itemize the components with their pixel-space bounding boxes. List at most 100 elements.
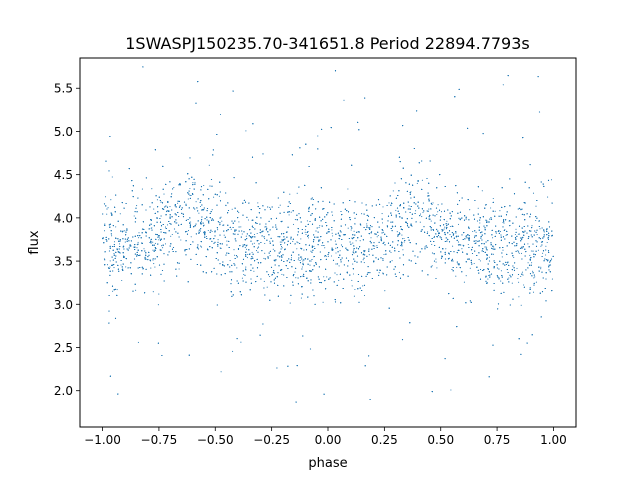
data-point	[495, 232, 497, 234]
data-point	[382, 230, 384, 232]
data-point	[106, 264, 109, 266]
data-point	[171, 233, 173, 236]
data-point	[383, 253, 385, 256]
data-point	[154, 242, 156, 244]
data-point	[520, 275, 522, 277]
data-point	[502, 221, 504, 224]
data-point	[295, 277, 297, 279]
data-point	[391, 260, 393, 262]
data-point	[143, 248, 145, 250]
data-point	[223, 234, 225, 236]
data-point	[361, 213, 363, 215]
data-point	[116, 248, 118, 250]
data-point	[104, 196, 107, 198]
data-point	[229, 260, 231, 262]
data-point	[280, 246, 283, 248]
data-point	[327, 255, 330, 257]
data-point	[231, 208, 233, 210]
data-point	[317, 135, 319, 137]
data-point	[381, 222, 384, 224]
data-point	[353, 295, 355, 297]
data-point	[514, 233, 516, 236]
data-point	[363, 294, 366, 297]
data-point	[281, 273, 283, 275]
data-point	[153, 208, 155, 210]
data-point	[517, 250, 519, 252]
data-point	[384, 290, 386, 292]
data-point	[388, 202, 390, 204]
data-point	[527, 262, 529, 264]
data-point	[294, 219, 296, 221]
data-point	[133, 215, 135, 217]
data-point	[421, 216, 423, 218]
data-point	[288, 214, 290, 216]
data-point	[304, 229, 306, 231]
data-point	[309, 264, 311, 266]
data-point	[499, 231, 501, 233]
data-point	[220, 216, 222, 218]
data-point	[449, 225, 451, 228]
data-point	[378, 272, 380, 274]
data-point	[241, 233, 243, 235]
data-point	[264, 242, 266, 245]
data-point	[381, 213, 383, 215]
data-point	[319, 225, 321, 227]
data-point	[111, 176, 113, 178]
data-point	[245, 266, 247, 268]
data-point	[324, 247, 326, 249]
data-point	[189, 221, 191, 223]
data-point	[490, 207, 492, 209]
data-point	[382, 231, 385, 233]
data-point	[152, 291, 154, 293]
data-point	[290, 211, 292, 213]
data-point	[112, 290, 114, 292]
data-point	[392, 190, 394, 192]
data-point	[500, 280, 502, 282]
data-point	[289, 193, 291, 195]
data-point	[396, 231, 398, 233]
data-point	[352, 273, 355, 275]
data-point	[457, 223, 460, 225]
data-point	[359, 240, 361, 242]
data-point	[477, 207, 479, 209]
data-point	[415, 210, 417, 212]
data-point	[211, 230, 213, 233]
data-point	[376, 236, 378, 238]
data-point	[475, 231, 477, 233]
data-point	[233, 249, 235, 251]
data-point	[437, 204, 439, 206]
data-point	[199, 205, 202, 208]
data-point	[198, 230, 200, 232]
data-point	[537, 249, 539, 251]
data-point	[135, 289, 137, 291]
data-point	[352, 263, 354, 265]
data-point	[531, 262, 533, 264]
data-point	[551, 278, 553, 280]
data-point	[211, 209, 213, 211]
data-point	[467, 243, 469, 246]
data-point	[492, 253, 495, 255]
data-point	[238, 221, 240, 223]
data-point	[162, 247, 164, 249]
data-point	[153, 263, 155, 265]
data-point	[370, 237, 372, 239]
data-point	[401, 238, 404, 240]
data-point	[300, 238, 302, 240]
data-point	[137, 241, 139, 243]
data-point	[532, 270, 534, 272]
data-point	[376, 245, 378, 247]
data-point	[503, 222, 505, 224]
data-point	[157, 304, 159, 306]
data-point	[350, 229, 352, 231]
data-point	[546, 241, 548, 244]
data-point	[335, 247, 337, 249]
data-point	[119, 213, 121, 215]
data-point	[353, 230, 355, 232]
data-point	[500, 270, 502, 272]
data-point	[303, 249, 305, 251]
data-point	[113, 253, 115, 255]
data-point	[294, 271, 296, 273]
data-point	[279, 204, 281, 206]
data-point	[534, 276, 536, 278]
